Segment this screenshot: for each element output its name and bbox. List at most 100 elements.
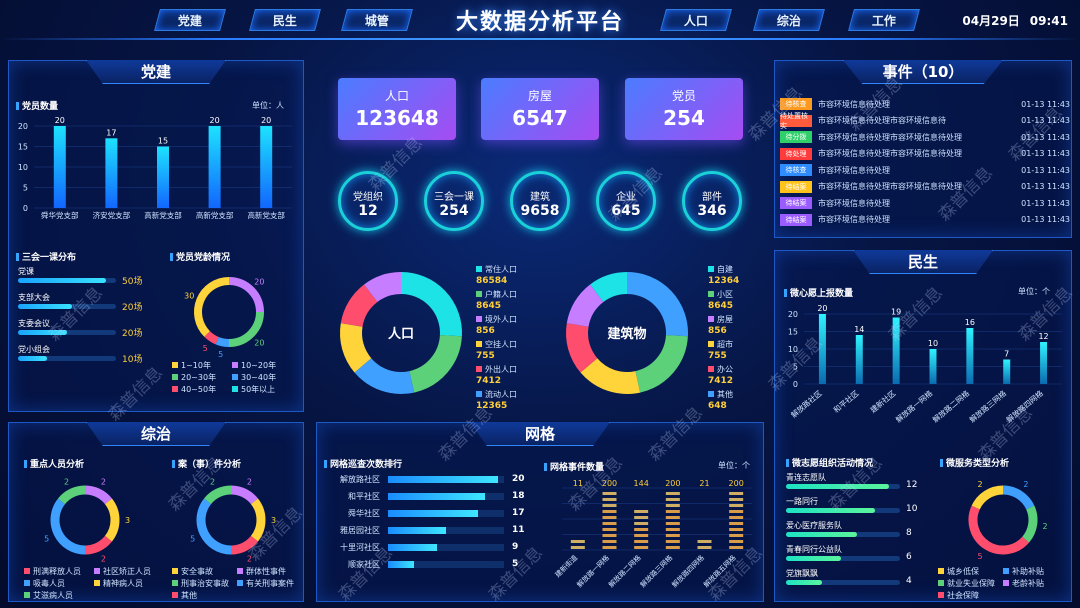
nav-label: 综治 (776, 13, 801, 28)
donut-slice (194, 277, 230, 337)
legend-swatch (24, 592, 30, 598)
nav-livelihood-button[interactable]: 民生 (249, 9, 321, 31)
circle-stat[interactable]: 企业 645 (596, 171, 656, 231)
key-persons-legend: 刑满释放人员 社区矫正人员 吸毒人员 精神病人员 艾滋病人员 (24, 566, 164, 602)
legend-item: 1~10年 (172, 360, 232, 372)
event-row[interactable]: 待核查 市容环境信息待处理 01-13 11:43 (780, 96, 1070, 112)
legend-text: 刑事治安事故 (181, 579, 229, 588)
bar (966, 328, 974, 384)
comprehensive-panel: 综治 (8, 422, 304, 602)
event-row[interactable]: 待核查 市容环境信息待处理 01-13 11:43 (780, 162, 1070, 178)
x-tick: 建新街道 (553, 553, 579, 579)
x-tick: 解放路二网格 (607, 553, 643, 589)
event-date: 01-13 11:43 (1021, 99, 1070, 109)
donut-slice (971, 485, 1004, 510)
x-tick: 高新党支部 (247, 210, 285, 220)
bar-value: 15 (158, 137, 168, 146)
circle-stat[interactable]: 部件 346 (682, 171, 742, 231)
grid-rank-label: 网格巡查次数排行 (324, 457, 402, 470)
event-date: 01-13 11:43 (1021, 165, 1070, 175)
donut-slice (408, 334, 462, 393)
segment (665, 516, 680, 519)
grid-unit: 单位：个 (718, 461, 750, 470)
event-date: 01-13 11:43 (1021, 182, 1070, 191)
cases-donut: 2 3 2 5 2 (190, 478, 276, 564)
nav-comprehensive-button[interactable]: 综治 (753, 9, 825, 31)
service-label: 微服务类型分析 (940, 456, 1009, 469)
slice-label: 5 (203, 344, 208, 353)
legend-item: 30~40年 (232, 372, 292, 384)
event-row[interactable]: 待处置核实 市容环境信息待处理市容环境信息待 01-13 11:43 (780, 112, 1070, 130)
segment (729, 546, 744, 549)
rank-track (388, 527, 504, 534)
segment (602, 492, 617, 495)
stat-card[interactable]: 房屋 6547 (481, 78, 599, 140)
rank-track (388, 510, 504, 517)
segment (665, 492, 680, 495)
nav-city-button[interactable]: 城管 (341, 9, 413, 31)
event-tag: 待处理 (780, 147, 812, 160)
population-donut: 人口 (340, 272, 462, 394)
stat-card[interactable]: 党员 254 (625, 78, 743, 140)
service-legend: 城乡低保 补助补贴 就业失业保障 老龄补贴 社会保障 (938, 566, 1068, 602)
panel-title: 综治 (86, 422, 226, 446)
legend-text: 20~30年 (181, 373, 217, 382)
volunteer-track (786, 580, 900, 585)
bar-value: 20 (817, 304, 827, 313)
event-row[interactable]: 待结案 市容环境信息待处理 01-13 11:43 (780, 212, 1070, 228)
donut-slice (196, 498, 232, 555)
slice-label: 30 (184, 292, 194, 301)
legend-swatch (476, 291, 482, 297)
y-tick: 0 (793, 380, 798, 389)
legend-item: 刑满释放人员 (24, 566, 94, 578)
legend-text: 艾滋病人员 (33, 591, 73, 600)
legend-swatch (708, 291, 714, 297)
bar (1003, 359, 1011, 384)
volunteer-fill (786, 484, 889, 489)
legend-item: 有关刑事案件 (237, 578, 302, 590)
stat-card[interactable]: 人口 123648 (338, 78, 456, 140)
circle-stat[interactable]: 三会一课 254 (424, 171, 484, 231)
event-text: 市容环境信息待处理市容环境信息待处理 (818, 182, 962, 191)
meeting-fill (18, 356, 48, 361)
meeting-track (18, 330, 116, 335)
legend-swatch (938, 592, 944, 598)
meetings-label: 三会一课分布 (16, 250, 76, 263)
event-text: 市容环境信息待处理 (818, 198, 890, 208)
event-row[interactable]: 待结案 市容环境信息待处理市容环境信息待处理 01-13 11:43 (780, 179, 1070, 195)
nav-population-button[interactable]: 人口 (660, 9, 732, 31)
event-row[interactable]: 待分拨 市容环境信息待处理市容环境信息待处理 01-13 11:43 (780, 129, 1070, 145)
legend-swatch (24, 580, 30, 586)
rank-value: 17 (512, 508, 525, 518)
slice-label: 2 (64, 478, 69, 487)
legend-value: 8645 (476, 301, 502, 311)
nav-party-button[interactable]: 党建 (154, 9, 226, 31)
volunteer-fill (786, 532, 857, 537)
legend-item: 其他 (172, 590, 237, 602)
x-tick: 济安党支部 (93, 210, 131, 220)
donut-slice (215, 336, 230, 347)
legend-value: 856 (476, 326, 495, 336)
volunteer-label: 青春同行公益队 (786, 545, 842, 554)
segment (634, 540, 649, 543)
event-text: 市容环境信息待处理市容环境信息待处理 (818, 132, 962, 142)
circle-stat[interactable]: 党组织 12 (338, 171, 398, 231)
header-divider (0, 38, 1080, 40)
segment (729, 516, 744, 519)
volunteer-track (786, 556, 900, 561)
legend-text: 超市 (717, 340, 733, 349)
event-row[interactable]: 待结案 市容环境信息待处理 01-13 11:43 (780, 195, 1070, 211)
legend-text: 吸毒人员 (33, 579, 65, 588)
legend-text: 50年以上 (241, 385, 276, 394)
circle-stat[interactable]: 建筑 9658 (510, 171, 570, 231)
meeting-track (18, 278, 116, 283)
x-tick: 高新党支部 (196, 210, 234, 220)
nav-work-button[interactable]: 工作 (848, 9, 920, 31)
meeting-label: 党课 (18, 267, 34, 276)
donut-slice (566, 323, 598, 373)
bar-value: 12 (1038, 332, 1048, 341)
legend-text: 自建 (717, 265, 733, 274)
legend-swatch (476, 316, 482, 322)
event-row[interactable]: 待处理 市容环境信息待处理市容环境信息待处理 01-13 11:43 (780, 146, 1070, 162)
x-tick: 解放路四网格 (670, 553, 706, 589)
